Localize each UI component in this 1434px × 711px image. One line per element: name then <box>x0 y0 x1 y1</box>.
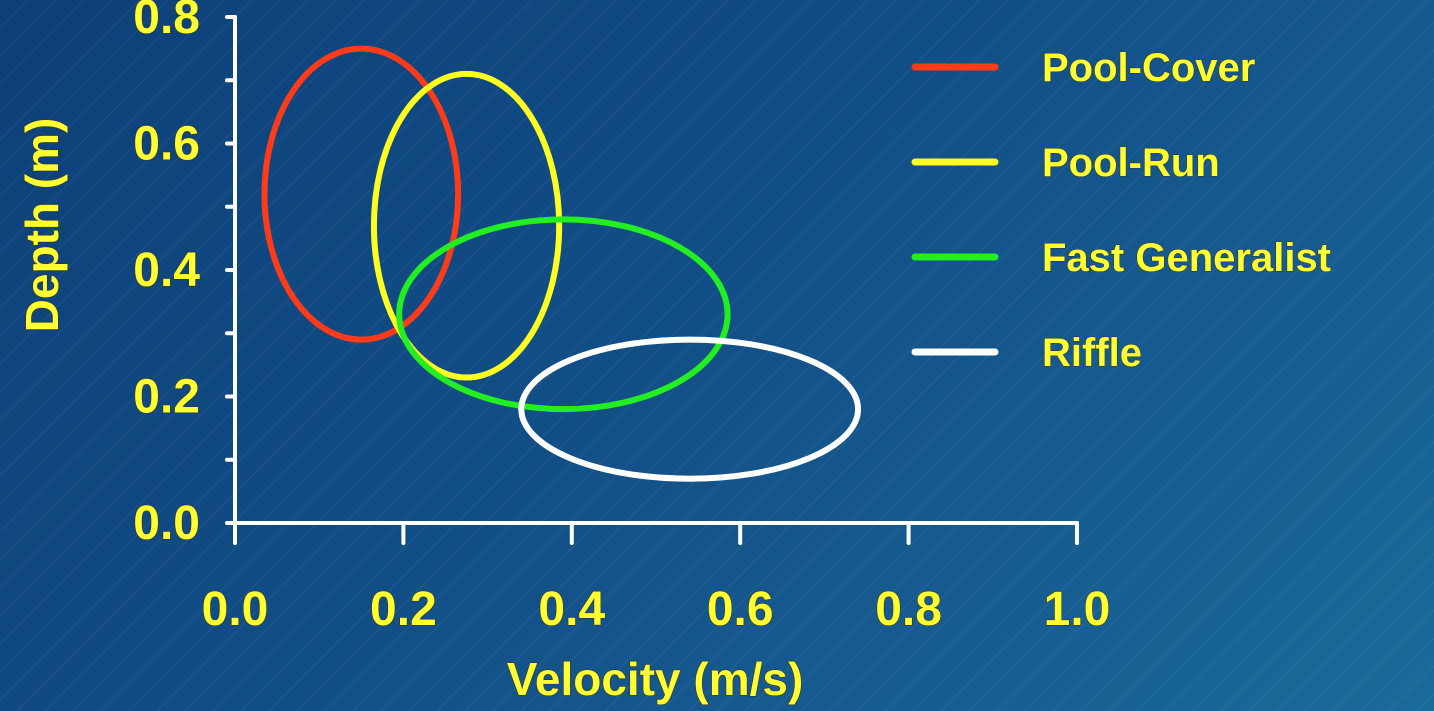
x-tick-label: 0.0 <box>202 583 269 636</box>
legend-label: Riffle <box>1042 331 1142 375</box>
y-axis-label: Depth (m) <box>16 118 68 333</box>
x-tick-label: 0.6 <box>707 583 774 636</box>
legend-label: Fast Generalist <box>1042 236 1331 280</box>
legend: Pool-Cover Pool-Run Fast Generalist Riffle <box>911 46 1332 376</box>
x-tick-label: 0.4 <box>538 583 605 636</box>
x-tick-label: 0.8 <box>875 583 942 636</box>
y-tick-label: 0.2 <box>133 371 200 424</box>
y-tick-label: 0.0 <box>133 497 200 550</box>
axes <box>225 15 1079 545</box>
ellipse-pool-run <box>370 70 563 381</box>
x-tick-labels: 0.0 0.2 0.4 0.6 0.8 1.0 <box>201 582 1111 636</box>
series-ellipses <box>261 45 862 482</box>
legend-label: Pool-Cover <box>1042 46 1255 90</box>
ellipse-riffle <box>518 336 862 482</box>
y-tick-label: 0.8 <box>133 0 200 44</box>
x-tick-label: 1.0 <box>1044 583 1111 636</box>
x-tick-label: 0.2 <box>370 583 437 636</box>
y-tick-label: 0.4 <box>133 244 200 297</box>
legend-label: Pool-Run <box>1042 141 1220 185</box>
x-axis-label: Velocity (m/s) <box>507 653 804 705</box>
ellipse-pool-cover <box>261 45 462 343</box>
ellipse-fast-generalist <box>396 216 731 413</box>
y-tick-label: 0.6 <box>133 118 200 171</box>
y-tick-labels: 0.0 0.2 0.4 0.6 0.8 <box>133 0 201 551</box>
